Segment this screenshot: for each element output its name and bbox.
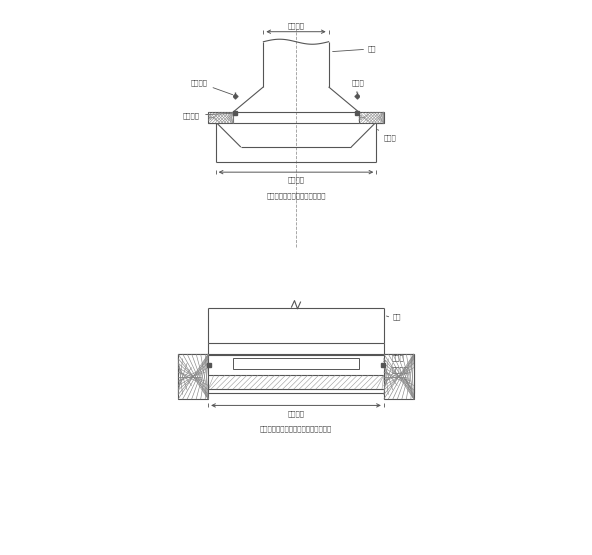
- Text: 方圆形散流器叶片与吹棚嵌入式安装法: 方圆形散流器叶片与吹棚嵌入式安装法: [260, 426, 332, 432]
- Text: 层顶扳: 层顶扳: [378, 129, 397, 141]
- Text: 自攻螺钉: 自攻螺钉: [191, 79, 233, 95]
- Text: 风管尺寸: 风管尺寸: [288, 22, 304, 29]
- Text: 层顶扳: 层顶扳: [351, 79, 364, 93]
- Bar: [384, 354, 414, 399]
- Bar: [178, 354, 208, 399]
- Text: 风管: 风管: [392, 314, 401, 320]
- Bar: [208, 112, 233, 123]
- Text: 风口尺寸: 风口尺寸: [288, 176, 304, 183]
- Text: 圆形散流器与风道嵌入式安装法: 圆形散流器与风道嵌入式安装法: [266, 192, 326, 199]
- Bar: [359, 112, 384, 123]
- Text: 风口边丝: 风口边丝: [183, 112, 232, 119]
- Text: 风口尺寸: 风口尺寸: [288, 410, 304, 417]
- Bar: [233, 359, 359, 369]
- Text: 吊顶木框: 吊顶木框: [391, 366, 411, 389]
- Text: 风管: 风管: [368, 46, 376, 52]
- Text: 木螺钉: 木螺钉: [384, 354, 404, 361]
